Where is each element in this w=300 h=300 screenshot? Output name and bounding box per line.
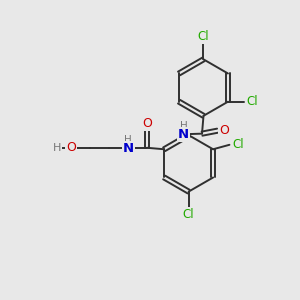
Text: Cl: Cl [247,95,258,108]
Text: H: H [180,121,188,131]
Text: Cl: Cl [232,138,244,151]
Text: H: H [124,135,132,145]
Text: N: N [178,128,189,141]
Text: Cl: Cl [183,208,194,221]
Text: O: O [66,141,76,154]
Text: H: H [53,143,61,153]
Text: O: O [142,118,152,130]
Text: N: N [123,142,134,155]
Text: O: O [219,124,229,137]
Text: Cl: Cl [198,30,209,43]
